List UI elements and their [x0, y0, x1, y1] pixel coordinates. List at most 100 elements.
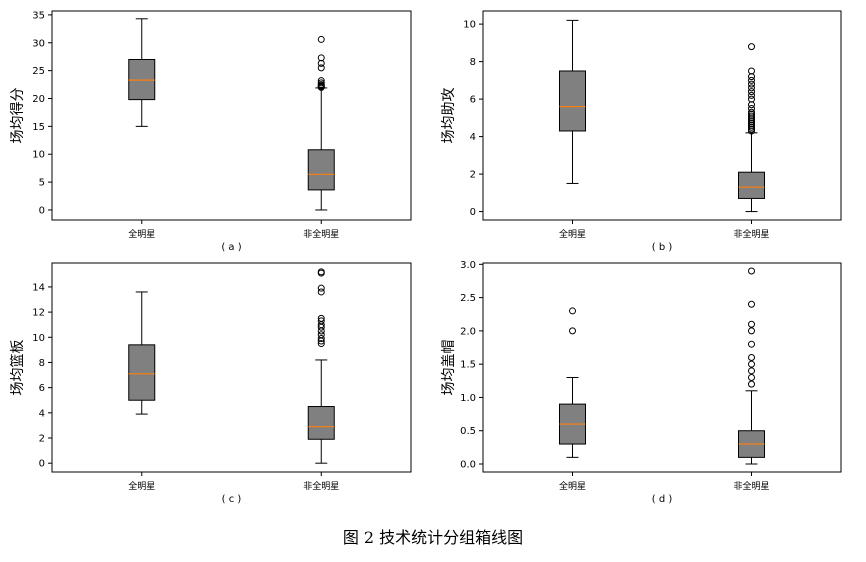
y-axis-label: 场均篮板 — [10, 340, 26, 396]
outlier-point — [748, 340, 755, 348]
outlier-point — [317, 335, 325, 343]
box-2 — [738, 43, 765, 213]
y-tick-label: 8 — [39, 358, 45, 369]
outlier-point — [748, 104, 755, 112]
y-tick-label: 2 — [39, 434, 45, 445]
box-2 — [738, 267, 765, 465]
x-tick-label: 全明星 — [128, 228, 155, 240]
outlier-point — [317, 317, 325, 325]
y-tick-label: 0.0 — [460, 460, 476, 471]
y-tick-label: 20 — [32, 94, 45, 105]
y-tick-label: 8 — [470, 57, 476, 68]
chart-panel-2: 0 2 4 6 8 10 全明星 非全明星 场均助攻 ( b ) — [441, 10, 842, 253]
box-1 — [559, 307, 586, 458]
box-body — [738, 171, 765, 199]
chart-panel-4: 0.0 0.5 1.0 1.5 2.0 2.5 3.0 全明星 非全明星 场均盖帽 ( d ) — [441, 260, 842, 505]
box-body — [307, 406, 335, 440]
outlier-point — [748, 380, 755, 388]
outlier-point — [748, 80, 755, 88]
outlier-point — [317, 77, 325, 85]
figure-caption: 图 2 技术统计分组箱线图 — [342, 528, 524, 547]
y-tick-label: 4 — [470, 132, 476, 143]
x-tick-label: 非全明星 — [303, 228, 339, 240]
y-tick-label: 2.5 — [460, 293, 476, 304]
panel-label: ( b ) — [652, 242, 673, 253]
outlier-point — [748, 112, 755, 120]
y-tick-label: 35 — [32, 10, 45, 21]
outlier-point — [748, 88, 755, 96]
y-tick-label: 25 — [32, 66, 45, 77]
outlier-point — [748, 84, 755, 92]
outlier-point — [748, 101, 755, 109]
x-tick-label: 全明星 — [559, 480, 586, 492]
y-tick-label: 6 — [39, 383, 45, 394]
outlier-point — [317, 54, 325, 62]
outlier-point — [748, 76, 755, 84]
box-1 — [559, 19, 586, 184]
y-tick-label: 0 — [39, 459, 45, 470]
outlier-point — [317, 288, 325, 296]
y-tick-label: 5 — [39, 178, 45, 189]
panel-label: ( d ) — [652, 494, 673, 505]
outlier-point — [748, 360, 755, 368]
outlier-point — [317, 340, 325, 348]
y-tick-label: 6 — [470, 95, 476, 106]
y-tick-label: 3.0 — [460, 260, 476, 271]
x-tick-label: 非全明星 — [303, 480, 339, 492]
y-tick-label: 1.5 — [460, 360, 476, 371]
y-tick-label: 15 — [32, 122, 45, 133]
x-tick-label: 非全明星 — [733, 228, 769, 240]
panel-label: ( a ) — [221, 242, 241, 253]
box-2 — [307, 268, 335, 464]
outlier-point — [317, 314, 325, 322]
outlier-point — [748, 354, 755, 362]
y-tick-label: 10 — [32, 333, 45, 344]
y-tick-label: 2 — [470, 170, 476, 181]
y-axis-label: 场均得分 — [9, 88, 26, 144]
y-tick-label: 0.5 — [460, 426, 476, 437]
y-tick-label: 0 — [470, 207, 476, 218]
box-1 — [128, 18, 156, 127]
y-tick-label: 2.0 — [460, 326, 476, 337]
y-tick-label: 12 — [32, 308, 45, 319]
box-body — [128, 344, 156, 401]
box-2 — [307, 35, 335, 211]
plot-frame — [51, 262, 412, 473]
y-tick-label: 30 — [32, 38, 45, 49]
outlier-point — [317, 64, 325, 72]
y-tick-label: 0 — [39, 205, 45, 216]
outlier-point — [748, 95, 755, 103]
y-tick-label: 10 — [32, 150, 45, 161]
outlier-point — [748, 367, 755, 375]
outlier-point — [317, 79, 325, 87]
plot-frame — [482, 262, 842, 473]
plot-frame — [51, 10, 412, 221]
outlier-point — [748, 108, 755, 116]
outlier-point — [748, 73, 755, 81]
box-body — [307, 149, 335, 191]
outlier-point — [748, 327, 755, 335]
outlier-point — [317, 331, 325, 339]
x-tick-label: 全明星 — [559, 228, 586, 240]
outlier-point — [569, 327, 576, 335]
x-tick-label: 非全明星 — [733, 480, 769, 492]
y-tick-label: 4 — [39, 408, 45, 419]
outlier-point — [748, 91, 755, 99]
y-axis-label: 场均助攻 — [441, 88, 457, 144]
y-tick-label: 14 — [32, 282, 45, 293]
x-tick-label: 全明星 — [128, 480, 155, 492]
outlier-point — [317, 268, 325, 276]
outlier-point — [748, 267, 755, 275]
outlier-point — [748, 373, 755, 381]
plot-frame — [482, 10, 842, 221]
y-axis-label: 场均盖帽 — [441, 340, 457, 396]
y-tick-label: 10 — [463, 20, 476, 31]
outlier-point — [748, 43, 755, 51]
chart-panel-3: 0 2 4 6 8 10 12 14 全明星 非全明星 场均篮板 ( c ) — [10, 262, 412, 505]
outlier-point — [748, 320, 755, 328]
outlier-point — [317, 35, 325, 43]
outlier-point — [569, 307, 576, 315]
panel-label: ( c ) — [222, 494, 242, 505]
outlier-point — [748, 300, 755, 308]
